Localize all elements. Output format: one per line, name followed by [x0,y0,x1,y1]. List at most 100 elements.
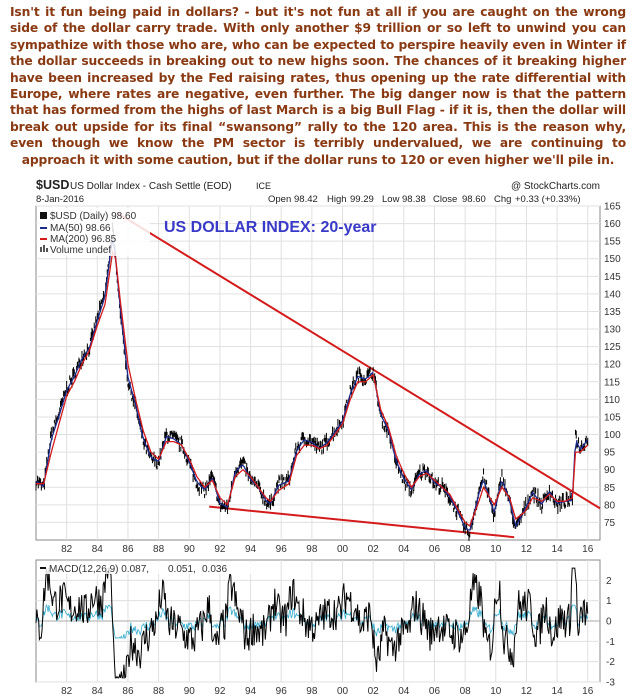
macd-x-tick-label: 92 [214,686,226,696]
x-tick-label: 88 [153,544,165,555]
y-tick-label: 130 [604,325,621,336]
y-tick-label: 150 [604,254,621,265]
close-value: 98.60 [462,194,486,205]
macd-x-tick-label: 82 [61,686,73,696]
y-tick-label: 100 [604,430,621,441]
x-tick-label: 10 [490,544,502,555]
macd-x-axis: 82 84 86 88 90 92 94 96 98 00 02 04 06 08 10 12 14 16 [61,686,594,696]
x-tick-label: 82 [61,544,73,555]
x-tick-label: 02 [368,544,380,555]
y-tick-label: 110 [604,395,620,406]
macd-y-tick-label: 2 [606,576,612,587]
stockcharts-logo: @ StockCharts.com [511,181,600,192]
high-label: High [327,194,347,205]
y-tick-label: 75 [604,518,616,529]
macd-plot [35,567,600,680]
price-grid [36,205,600,540]
close-label: Close [433,194,457,205]
x-tick-label: 06 [429,544,441,555]
y-tick-label: 125 [604,342,621,353]
open-label: Open [268,194,291,205]
macd-x-tick-label: 88 [153,686,165,696]
y-tick-label: 120 [604,360,621,371]
y-tick-label: 80 [604,500,616,511]
x-tick-label: 98 [306,544,318,555]
macd-x-tick-label: 98 [306,686,318,696]
x-tick-label: 14 [552,544,564,555]
price-y-axis: 75 80 85 90 95 100 105 110 115 120 125 130 135 140 145… [604,202,621,529]
chg-value: +0.33 (+0.33%) [515,194,581,205]
y-tick-label: 115 [604,377,620,388]
macd-x-tick-label: 14 [552,686,564,696]
y-tick-label: 165 [604,202,621,213]
y-tick-label: 140 [604,289,621,300]
macd-legend-label: MACD(12,26,9) 0.087, [49,564,149,575]
x-tick-label: 90 [184,544,196,555]
x-tick-label: 12 [521,544,533,555]
macd-y-tick-label: -2 [606,657,615,668]
macd-x-tick-label: 10 [490,686,502,696]
low-value: 98.38 [402,194,426,205]
upper-trendline [116,212,601,510]
x-tick-label: 84 [92,544,104,555]
ma200-line [36,249,589,527]
macd-x-tick-label: 16 [582,686,594,696]
chg-label: Chg [494,194,511,205]
x-tick-label: 04 [398,544,410,555]
price-panel [35,205,601,541]
macd-x-tick-label: 00 [337,686,349,696]
index-name: US Dollar Index - Cash Settle (EOD) [70,181,232,192]
x-tick-label: 16 [582,544,594,555]
legend-price-label: $USD (Daily) 98.60 [50,211,137,222]
macd-x-tick-label: 84 [92,686,104,696]
legend-ma200-label: MA(200) 96.85 [50,234,117,245]
legend-volume-label: Volume undef [50,245,111,256]
macd-x-tick-label: 08 [460,686,472,696]
low-label: Low [382,194,400,205]
macd-signal-label: 0.051, [168,564,196,575]
price-x-axis: 82 84 86 88 90 92 94 96 98 00 02 04 06 08 10 12 14 16 [61,544,594,555]
macd-histogram-label: 0.036 [202,564,227,575]
symbol-label: $USD [36,178,69,192]
ma50-line [35,240,589,531]
exchange-label: ICE [256,181,271,191]
x-tick-label: 94 [245,544,257,555]
macd-y-axis: 2 1 0 -1 -2 -3 [606,576,615,689]
macd-y-tick-label: -3 [606,678,615,689]
y-tick-label: 105 [604,412,621,423]
price-legend: $USD (Daily) 98.60 MA(50) 98.66 MA(200) … [38,208,150,256]
macd-legend: MACD(12,26,9) 0.087, 0.051, 0.036 [38,562,252,575]
macd-x-tick-label: 94 [245,686,257,696]
macd-x-tick-label: 06 [429,686,441,696]
y-tick-label: 155 [604,237,621,248]
macd-line [35,567,589,680]
macd-x-tick-label: 04 [398,686,410,696]
x-tick-label: 08 [460,544,472,555]
price-plot [35,212,601,541]
chart-title: US DOLLAR INDEX: 20-year [164,219,377,236]
x-tick-label: 00 [337,544,349,555]
high-value: 99.29 [350,194,374,205]
macd-y-tick-label: -1 [606,637,615,648]
y-tick-label: 135 [604,307,621,318]
macd-y-tick-label: 1 [606,596,612,607]
legend-ma50-label: MA(50) 98.66 [50,223,111,234]
y-tick-label: 95 [604,448,616,459]
x-tick-label: 92 [214,544,226,555]
commentary-text: Isn't it fun being paid in dollars? - bu… [10,5,626,167]
y-tick-label: 90 [604,465,616,476]
x-tick-label: 86 [122,544,134,555]
legend-price-swatch [40,212,47,219]
macd-x-tick-label: 86 [122,686,134,696]
macd-y-tick-label: 0 [606,617,612,628]
x-tick-label: 96 [276,544,288,555]
macd-x-tick-label: 96 [276,686,288,696]
open-value: 98.42 [294,194,318,205]
macd-x-tick-label: 02 [368,686,380,696]
y-tick-label: 85 [604,483,616,494]
macd-x-tick-label: 12 [521,686,533,696]
macd-x-tick-label: 90 [184,686,196,696]
y-tick-label: 160 [604,219,621,230]
y-tick-label: 145 [604,272,621,283]
